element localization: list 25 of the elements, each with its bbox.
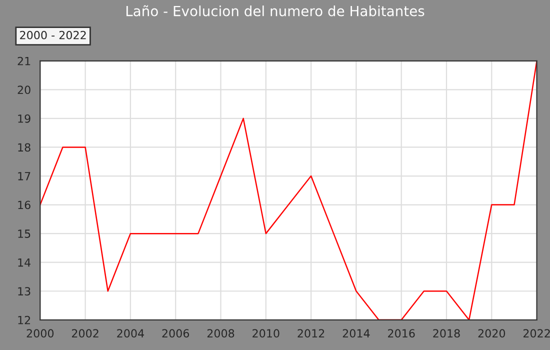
y-tick-label: 12 (18, 316, 30, 324)
x-tick-label: 2014 (342, 329, 370, 338)
x-tick-label: 2020 (478, 329, 506, 338)
x-tick-label: 2010 (252, 329, 280, 338)
line-series (40, 60, 537, 320)
y-tick-label: 16 (18, 200, 30, 210)
x-tick-label: 2002 (72, 329, 98, 338)
y-tick-label: 18 (18, 143, 30, 152)
y-tick-label: 17 (18, 172, 30, 180)
x-tick-label: 2018 (433, 329, 460, 338)
y-tick-label: 21 (18, 56, 30, 66)
x-tick-label: 2008 (207, 329, 234, 338)
x-tick-label: 2022 (523, 329, 550, 338)
x-tick-label: 2016 (388, 329, 415, 338)
x-tick-label: 2004 (117, 329, 144, 338)
y-tick-label: 14 (18, 258, 30, 267)
y-tick-label: 15 (18, 230, 30, 238)
chart-title: Laño - Evolucion del numero de Habitantes (126, 5, 424, 16)
y-tick-label: 19 (18, 114, 30, 123)
y-tick-label: 13 (18, 287, 30, 296)
x-tick-label: 2012 (298, 329, 324, 338)
y-tick-label: 20 (18, 86, 30, 94)
x-tick-label: 2006 (162, 329, 190, 338)
text: 2000 - 2022 (20, 30, 86, 40)
x-tick-label: 2000 (26, 329, 54, 338)
